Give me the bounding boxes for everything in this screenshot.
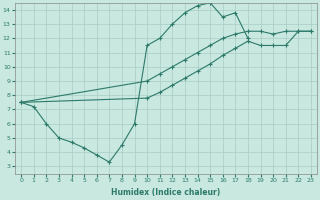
X-axis label: Humidex (Indice chaleur): Humidex (Indice chaleur) (111, 188, 221, 197)
